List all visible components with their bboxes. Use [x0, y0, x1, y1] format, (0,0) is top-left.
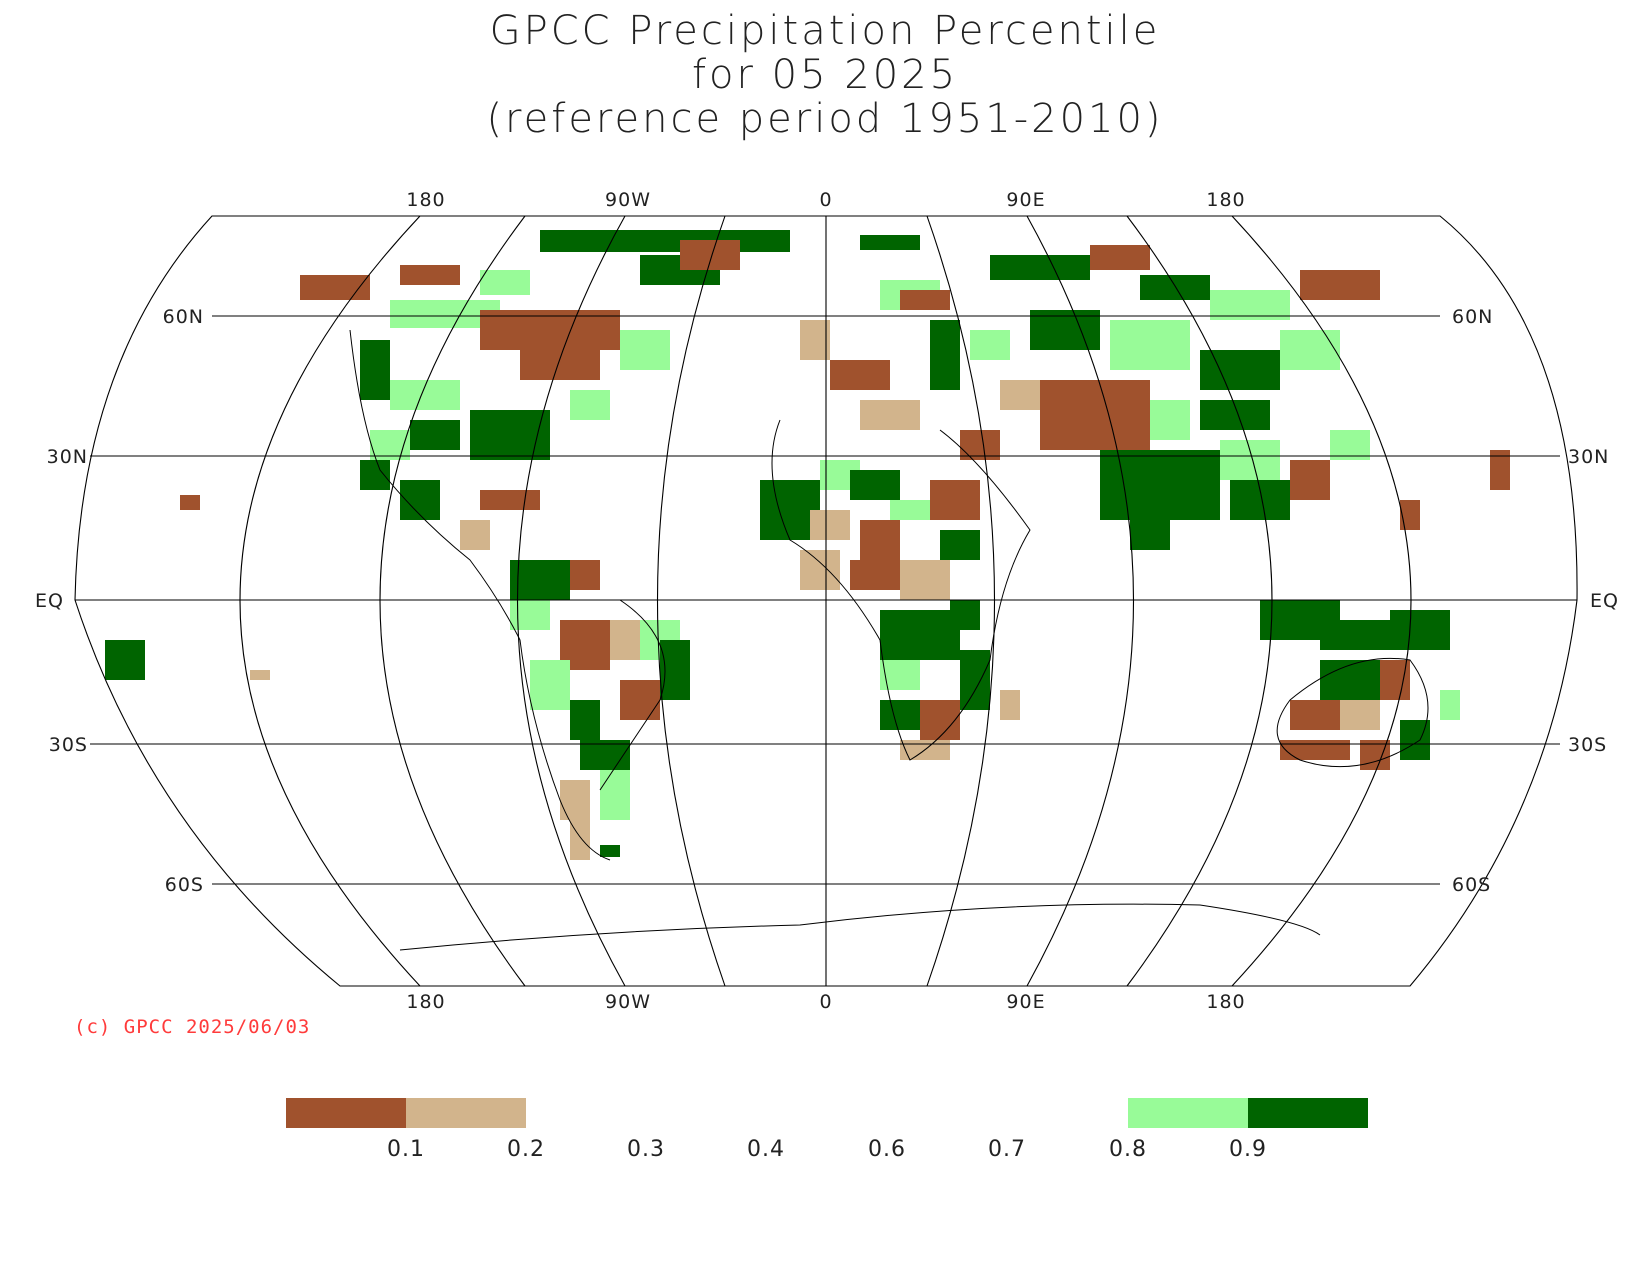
lat-label-right-30n: 30N [1568, 446, 1609, 468]
lon-label-top-180w: 180 [406, 189, 445, 211]
map-title-line-2: for 05 2025 [691, 52, 959, 98]
precipitation-field [105, 230, 1510, 860]
lat-label-left-30n: 30N [47, 446, 88, 468]
legend-tick-0-9: 0.9 [1229, 1137, 1267, 1162]
lat-label-right-eq: EQ [1590, 590, 1619, 612]
lon-label-top-90e: 90E [1006, 189, 1045, 211]
lon-label-bottom-180e: 180 [1206, 991, 1245, 1013]
lat-label-left-30s: 30S [49, 734, 88, 756]
legend-swatch-0-8-to-0-9 [1128, 1098, 1248, 1128]
map-title-line-3: (reference period 1951-2010) [486, 96, 1164, 142]
lon-label-top-180e: 180 [1206, 189, 1245, 211]
coastlines [349, 329, 1429, 951]
lat-label-right-30s: 30S [1568, 734, 1607, 756]
lat-label-left-60n: 60N [163, 306, 204, 328]
map-border [74, 215, 1578, 987]
lon-label-bottom-90e: 90E [1006, 991, 1045, 1013]
lon-label-bottom-180w: 180 [406, 991, 445, 1013]
lon-label-bottom-90w: 90W [605, 991, 651, 1013]
map-title-line-1: GPCC Precipitation Percentile [489, 8, 1161, 54]
copyright-notice: (c) GPCC 2025/06/03 [74, 1016, 311, 1038]
lon-label-bottom-0: 0 [819, 991, 832, 1013]
lon-label-top-90w: 90W [605, 189, 651, 211]
graticule [74, 215, 1578, 987]
legend-tick-0-6: 0.6 [868, 1137, 906, 1162]
legend-tick-0-3: 0.3 [627, 1137, 665, 1162]
legend-swatch-above-0-9 [1248, 1098, 1368, 1128]
lon-label-top-0: 0 [819, 189, 832, 211]
legend-tick-0-1: 0.1 [387, 1137, 425, 1162]
legend-tick-0-4: 0.4 [747, 1137, 785, 1162]
legend: 0.1 0.2 0.3 0.4 0.6 0.7 0.8 0.9 [286, 1098, 1368, 1162]
legend-tick-0-2: 0.2 [507, 1137, 545, 1162]
lat-label-right-60n: 60N [1452, 306, 1493, 328]
lat-label-left-eq: EQ [35, 590, 64, 612]
legend-swatch-below-0-1 [286, 1098, 406, 1128]
lat-label-right-60s: 60S [1452, 874, 1491, 896]
legend-swatch-0-1-to-0-2 [406, 1098, 526, 1128]
lat-label-left-60s: 60S [165, 874, 204, 896]
legend-tick-0-8: 0.8 [1109, 1137, 1147, 1162]
legend-tick-0-7: 0.7 [988, 1137, 1026, 1162]
